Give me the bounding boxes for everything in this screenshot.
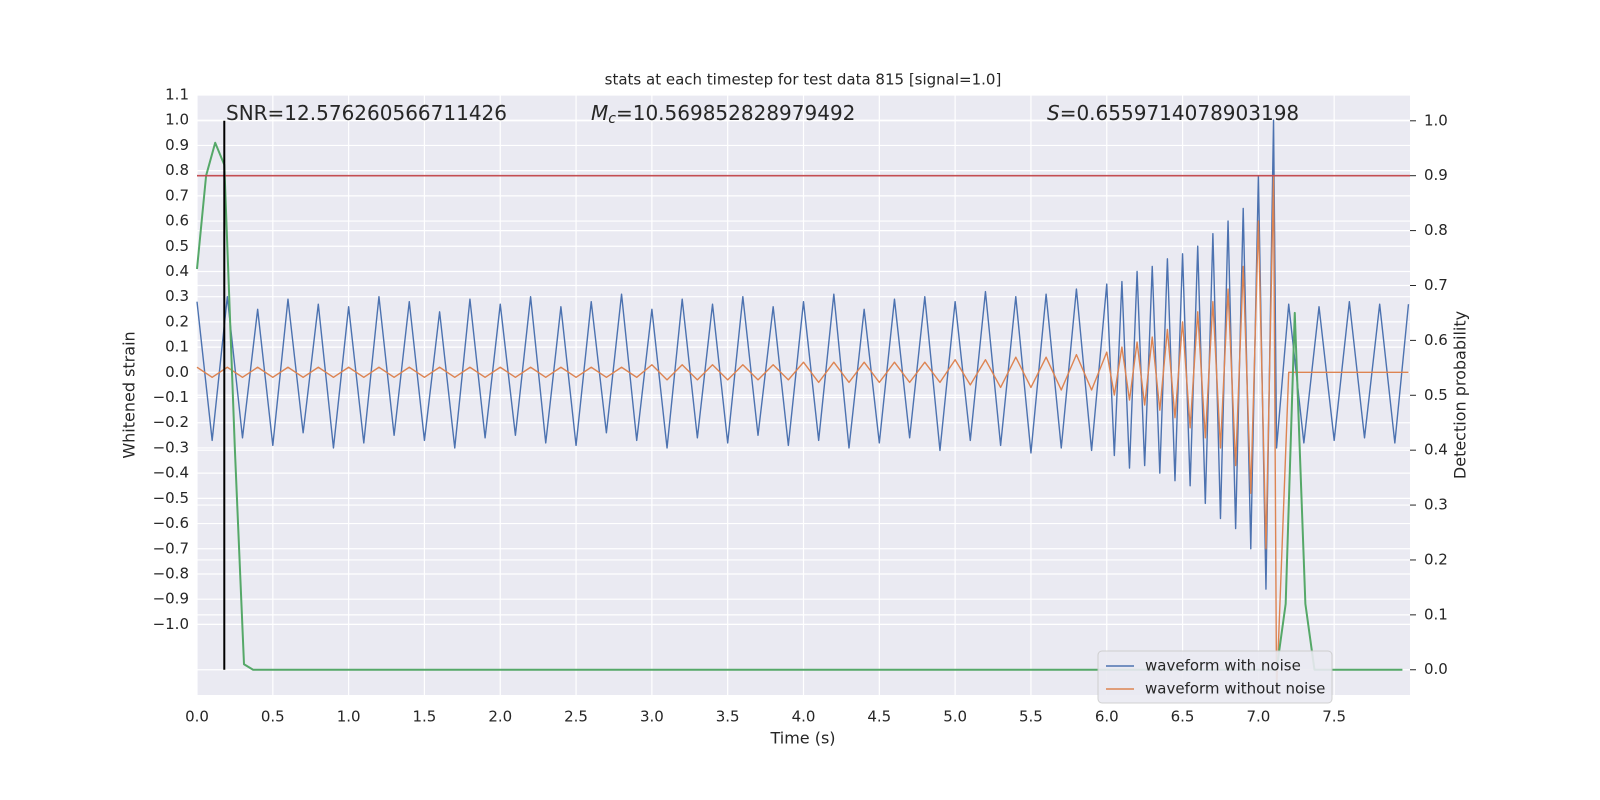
x-tick-label: 1.0: [337, 708, 361, 726]
annotation-symbol: S: [1047, 101, 1060, 125]
y-tick-label: 0.7: [165, 186, 189, 204]
annotation: Mc=10.569852828979492: [591, 101, 855, 128]
x-tick-label: 5.5: [1019, 708, 1043, 726]
annotation-text: =10.569852828979492: [616, 101, 855, 125]
y-tick-label: 0.8: [165, 161, 189, 179]
y-tick-label: 0.9: [165, 136, 189, 154]
y-tick-label: −0.2: [153, 413, 189, 431]
y-tick-label: −0.8: [153, 564, 189, 582]
legend-label: waveform without noise: [1145, 680, 1325, 698]
annotation-text: =0.6559714078903198: [1060, 101, 1299, 125]
y-tick-label: −0.3: [153, 438, 189, 456]
y-tick-label: 0.6: [165, 212, 189, 230]
y2-axis-label: Detection probability: [1451, 311, 1470, 479]
x-tick-label: 6.0: [1095, 708, 1119, 726]
y2-tick-label: 0.5: [1424, 386, 1448, 404]
y-tick-label: −0.1: [153, 388, 189, 406]
y2-tick-label: 0.8: [1424, 221, 1448, 239]
y2-tick-label: 0.3: [1424, 496, 1448, 514]
legend-label: waveform with noise: [1145, 657, 1301, 675]
y-tick-label: −0.5: [153, 489, 189, 507]
x-tick-label: 0.5: [261, 708, 285, 726]
y2-tick-label: 0.1: [1424, 605, 1448, 623]
y2-tick-label: 0.2: [1424, 550, 1448, 568]
probability-line: [196, 141, 1403, 671]
y-tick-label: −0.6: [153, 514, 189, 532]
x-tick-label: 3.5: [716, 708, 740, 726]
y2-tick-label: 1.0: [1424, 111, 1448, 129]
y-tick-label: −0.4: [153, 464, 189, 482]
x-tick-label: 7.0: [1246, 708, 1270, 726]
y2-tick-label: 0.7: [1424, 276, 1448, 294]
y2-tick-label: 0.4: [1424, 441, 1448, 459]
x-tick-label: 2.5: [564, 708, 588, 726]
series-line: [196, 119, 1410, 590]
y-axis-label: Whitened strain: [120, 331, 139, 458]
annotation: SNR=12.576260566711426: [226, 101, 507, 125]
y2-tick-label: 0.0: [1424, 660, 1448, 678]
annotation: S=0.6559714078903198: [1047, 101, 1299, 125]
x-tick-label: 7.5: [1322, 708, 1346, 726]
annotation-symbol: M: [591, 101, 608, 125]
y-tick-label: 0.3: [165, 287, 189, 305]
series-line: [196, 174, 1409, 694]
y-tick-label: 0.4: [165, 262, 189, 280]
annotation-subscript: c: [608, 111, 616, 127]
y-tick-label: 0.1: [165, 338, 189, 356]
y-tick-label: 1.1: [165, 86, 189, 104]
x-tick-label: 0.0: [185, 708, 209, 726]
x-tick-label: 2.0: [488, 708, 512, 726]
x-axis-label: Time (s): [769, 729, 835, 748]
y-tick-label: 0.5: [165, 237, 189, 255]
annotation-text: SNR=12.576260566711426: [226, 101, 507, 125]
y-tick-label: 1.0: [165, 111, 189, 129]
x-tick-label: 5.0: [943, 708, 967, 726]
chart-title: stats at each timestep for test data 815…: [605, 71, 1002, 89]
y-tick-label: −0.9: [153, 590, 189, 608]
x-tick-label: 1.5: [413, 708, 437, 726]
y2-tick-label: 0.9: [1424, 166, 1448, 184]
y-tick-label: −1.0: [153, 615, 189, 633]
x-tick-label: 6.5: [1171, 708, 1195, 726]
y2-tick-label: 0.6: [1424, 331, 1448, 349]
y-tick-label: 0.0: [165, 363, 189, 381]
x-tick-label: 4.5: [867, 708, 891, 726]
x-tick-label: 3.0: [640, 708, 664, 726]
y-tick-label: −0.7: [153, 539, 189, 557]
legend-box: [1097, 650, 1333, 704]
y-tick-label: 0.2: [165, 312, 189, 330]
x-tick-label: 4.0: [792, 708, 816, 726]
